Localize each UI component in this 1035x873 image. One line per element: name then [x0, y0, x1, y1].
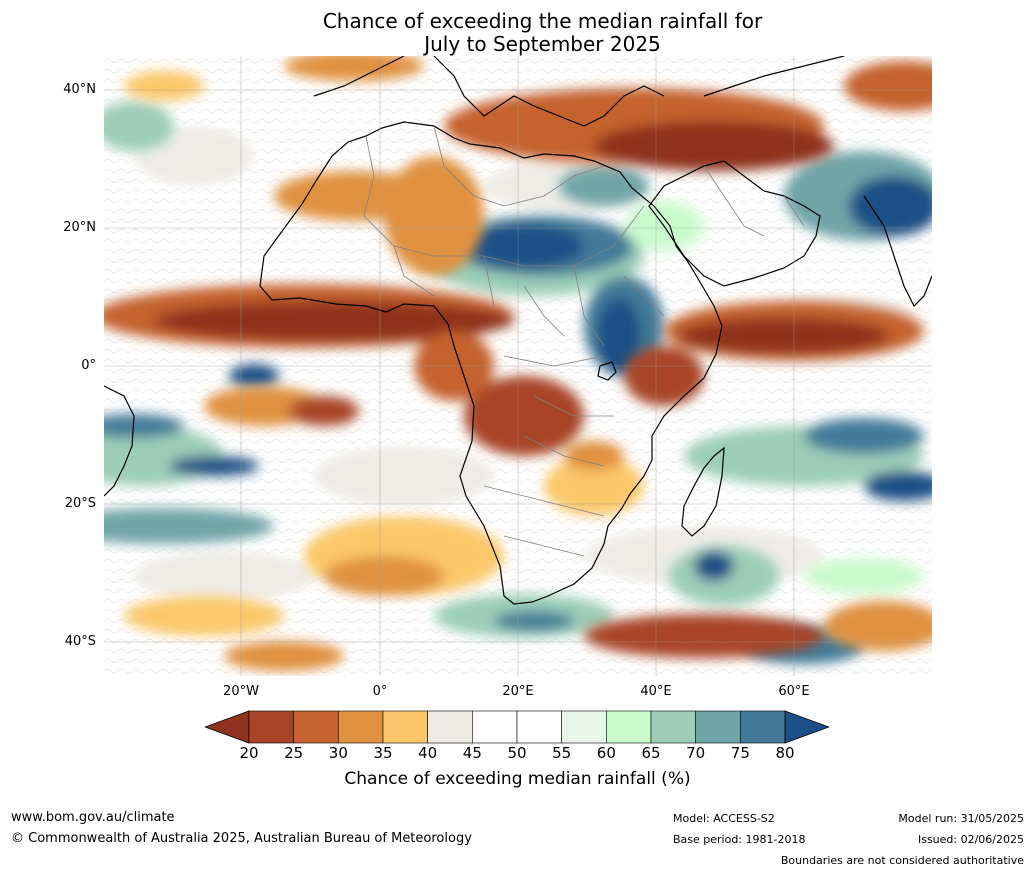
colorbar-box-75-80 — [740, 710, 786, 744]
colorbar-tick-label: 40 — [418, 744, 438, 762]
colorbar-box-45-50 — [472, 710, 518, 744]
colorbar-title: Chance of exceeding median rainfall (%) — [344, 769, 691, 789]
base-period: Base period: 1981-2018 — [673, 833, 806, 846]
colorbar-tick-label: 45 — [462, 744, 482, 762]
colorbar-tick-label: 55 — [552, 744, 572, 762]
colorbar-tick-label: 75 — [730, 744, 750, 762]
graticule — [104, 56, 932, 676]
coastlines — [104, 56, 932, 605]
colorbar-box-40-45 — [427, 710, 473, 744]
africa-coastline — [259, 121, 723, 605]
boundary-disclaimer: Boundaries are not considered authoritat… — [780, 854, 1024, 867]
country-borders — [363, 125, 805, 557]
website-link[interactable]: www.bom.gov.au/climate — [11, 810, 175, 825]
colorbar-tick-label: 60 — [596, 744, 616, 762]
colorbar-box-50-55 — [516, 710, 562, 744]
colorbar-tick-label: 25 — [284, 744, 304, 762]
model-run-date: Model run: 31/05/2025 — [898, 812, 1024, 825]
copyright-text: © Commonwealth of Australia 2025, Austra… — [11, 831, 472, 846]
lat-label-40s: 40°S — [64, 634, 96, 649]
madagascar-coastline — [681, 446, 725, 537]
rainfall-map — [104, 56, 932, 676]
colorbar-tick-label: 50 — [507, 744, 527, 762]
lat-label-20n: 20°N — [63, 220, 96, 235]
colorbar-box-30-35 — [338, 710, 384, 744]
lon-label-0: 0° — [372, 684, 388, 699]
lat-label-0: 0° — [81, 358, 96, 373]
colorbar-extend-low — [205, 710, 250, 744]
colorbar-box-60-65 — [606, 710, 652, 744]
colorbar-tick-label: 30 — [328, 744, 348, 762]
lake-victoria — [597, 361, 617, 381]
lat-label-40n: 40°N — [63, 82, 96, 97]
colorbar-box-55-60 — [561, 710, 607, 744]
lon-label-40e: 40°E — [640, 684, 672, 699]
colorbar-box-25-30 — [293, 710, 339, 744]
colorbar-extend-high — [784, 710, 829, 744]
colorbar-tick-label: 80 — [775, 744, 795, 762]
lon-label-20e: 20°E — [502, 684, 534, 699]
south-america-coastline — [104, 385, 135, 497]
rainfall-map-svg — [104, 56, 932, 676]
lon-label-60e: 60°E — [778, 684, 810, 699]
colorbar-tick-label: 65 — [641, 744, 661, 762]
colorbar-tick-label: 35 — [373, 744, 393, 762]
lon-label-20w: 20°W — [223, 684, 259, 699]
drier-areas — [104, 56, 932, 671]
model-name: Model: ACCESS-S2 — [673, 812, 775, 825]
chart-title: Chance of exceeding the median rainfall … — [0, 10, 1035, 56]
title-line-1: Chance of exceeding the median rainfall … — [322, 9, 763, 33]
colorbar-box-20-25 — [248, 710, 294, 744]
lat-label-20s: 20°S — [64, 496, 96, 511]
colorbar — [205, 710, 829, 744]
colorbar-tick-label: 20 — [239, 744, 259, 762]
issued-date: Issued: 02/06/2025 — [917, 833, 1024, 846]
europe-coastline — [313, 56, 845, 127]
colorbar-tick-label: 70 — [686, 744, 706, 762]
colorbar-box-70-75 — [695, 710, 741, 744]
colorbar-box-65-70 — [650, 710, 696, 744]
colorbar-box-35-40 — [382, 710, 428, 744]
india-coastline — [863, 195, 932, 308]
title-line-2: July to September 2025 — [424, 32, 661, 56]
